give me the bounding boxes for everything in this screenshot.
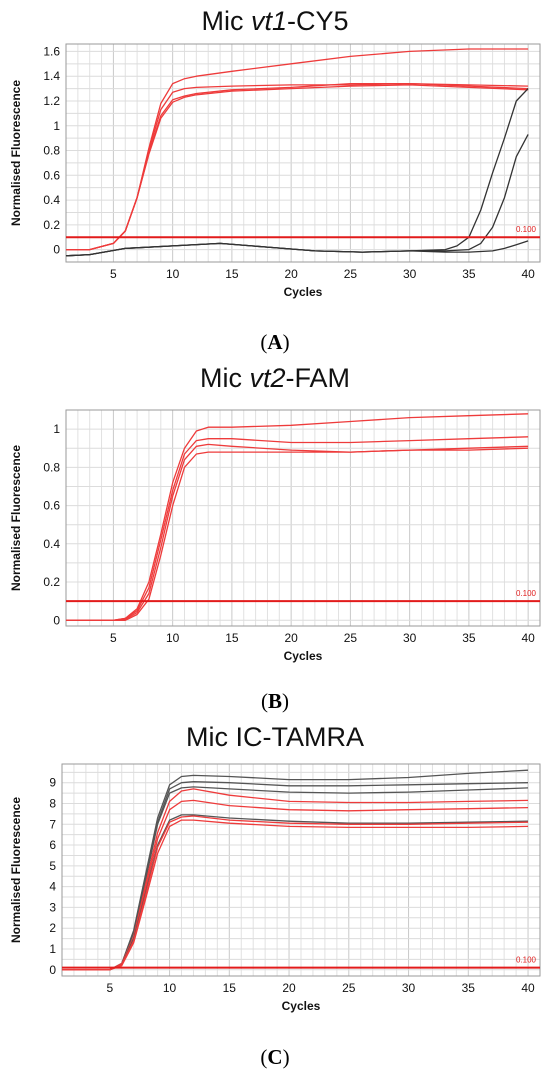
y-tick-label: 1 [53, 119, 60, 133]
y-tick-label: 1 [49, 942, 56, 956]
x-tick-label: 5 [110, 631, 117, 645]
x-tick-label: 35 [462, 267, 476, 281]
threshold-label: 0.100 [516, 225, 537, 234]
y-tick-label: 0.8 [43, 144, 60, 158]
x-tick-label: 30 [403, 631, 417, 645]
y-tick-label: 2 [49, 921, 56, 935]
x-tick-label: 15 [225, 267, 239, 281]
chart-a-title-gene: vt1 [250, 6, 287, 36]
x-tick-label: 30 [402, 981, 416, 995]
y-tick-label: 4 [49, 880, 56, 894]
x-tick-label: 40 [521, 981, 535, 995]
y-tick-label: 6 [49, 838, 56, 852]
y-tick-label: 0.2 [43, 575, 60, 589]
panel-letter-c: C [267, 1045, 283, 1069]
x-tick-label: 10 [166, 631, 180, 645]
chart-c-plot: 0 1 2 3 4 5 6 7 8 9 5 10 15 20 25 30 35 40 Cycles Normalise… [0, 760, 550, 1040]
y-tick-label: 0.8 [43, 460, 60, 474]
x-tick-label: 25 [344, 267, 358, 281]
chart-c-title: Mic IC-TAMRA [0, 722, 550, 753]
series-line-8 [62, 819, 529, 971]
y-tick-label: 0 [49, 963, 56, 977]
y-axis-title: Normalised Fluorescence [9, 445, 23, 591]
grid [61, 764, 541, 976]
panel-letter-a: A [267, 330, 283, 354]
panel-letter-b: B [267, 689, 282, 713]
y-tick-label: 1.2 [43, 94, 60, 108]
y-tick-label: 1.6 [43, 44, 60, 58]
y-axis-title: Normalised Fluorescence [9, 797, 23, 943]
series-line-2 [66, 436, 529, 621]
y-tick-label: 8 [49, 796, 56, 810]
chart-c-svg: 0 1 2 3 4 5 6 7 8 9 5 10 15 20 25 30 35 40 Cycles Normalise… [9, 763, 541, 1013]
panel-label-a: (A) [260, 330, 290, 354]
y-tick-label: 1 [53, 422, 60, 436]
panel-label-b: (B) [260, 689, 289, 713]
x-tick-label: 40 [521, 267, 535, 281]
y-tick-label: 3 [49, 900, 56, 914]
chart-a-svg: 0 0.2 0.4 0.6 0.8 1 1.2 1.4 1.6 5 10 15 20 25 30 35 40 Cy… [9, 43, 541, 299]
x-tick-label: 25 [344, 631, 358, 645]
y-axis-title: Normalised Fluorescence [9, 80, 23, 226]
grid [65, 409, 541, 626]
y-tick-label: 5 [49, 859, 56, 873]
y-tick-label: 0 [53, 243, 60, 257]
x-tick-label: 10 [166, 267, 180, 281]
x-axis-title: Cycles [284, 285, 323, 299]
series-line-3 [66, 443, 529, 621]
chart-b-plot: 0 0.2 0.4 0.6 0.8 1 5 10 15 20 25 30 35 40 Cycles Norma… [0, 400, 550, 680]
plot-frame [65, 409, 541, 627]
chart-a-plot: 0 0.2 0.4 0.6 0.8 1 1.2 1.4 1.6 5 10 15 20 25 30 35 40 Cy… [0, 40, 550, 320]
chart-b-title: Mic vt2-FAM [0, 363, 550, 394]
y-tick-label: 0.4 [43, 537, 60, 551]
chart-b-title-gene: vt2 [249, 363, 286, 393]
x-tick-label: 30 [403, 267, 417, 281]
x-tick-label: 25 [342, 981, 356, 995]
series-line-1 [66, 48, 529, 251]
chart-a-title-part1: Mic [201, 6, 251, 36]
y-tick-label: 9 [49, 776, 56, 790]
chart-b-svg: 00.20.40.60.815 10 15 20 25 30 35 40CyclesNorma… [9, 409, 541, 663]
y-tick-label: 7 [49, 817, 56, 831]
chart-a-title-part3: -CY5 [287, 6, 349, 36]
x-tick-label: 20 [284, 267, 298, 281]
y-tick-label: 0.6 [43, 168, 60, 182]
plot-frame [61, 763, 541, 977]
plot-frame [65, 43, 541, 263]
grid [65, 44, 541, 262]
threshold-label: 0.100 [516, 956, 537, 965]
x-tick-label: 5 [106, 981, 113, 995]
y-tick-label: 0 [53, 613, 60, 627]
y-tick-label: 0.2 [43, 218, 60, 232]
y-tick-label: 0.4 [43, 193, 60, 207]
x-tick-label: 35 [462, 631, 476, 645]
x-tick-label: 35 [462, 981, 476, 995]
series-line-7 [65, 240, 529, 257]
x-tick-label: 40 [521, 631, 535, 645]
x-tick-label: 20 [282, 981, 296, 995]
panel-label-c: (C) [260, 1045, 290, 1069]
x-axis-title: Cycles [284, 649, 323, 663]
threshold-label: 0.100 [516, 589, 537, 598]
x-tick-label: 10 [163, 981, 177, 995]
chart-c-title-part1: Mic IC-TAMRA [186, 722, 364, 752]
x-tick-label: 20 [284, 631, 298, 645]
chart-b-title-part1: Mic [199, 363, 250, 393]
x-axis-title: Cycles [282, 999, 321, 1013]
y-tick-label: 0.6 [43, 499, 60, 513]
y-tick-label: 1.4 [43, 69, 60, 83]
x-tick-label: 15 [225, 631, 239, 645]
series-line-1 [66, 413, 529, 621]
chart-b-title-part3: -FAM [285, 363, 351, 393]
chart-a-title: Mic vt1-CY5 [0, 6, 550, 37]
series-line-4 [66, 447, 529, 621]
x-tick-label: 5 [110, 267, 117, 281]
x-tick-label: 15 [223, 981, 237, 995]
